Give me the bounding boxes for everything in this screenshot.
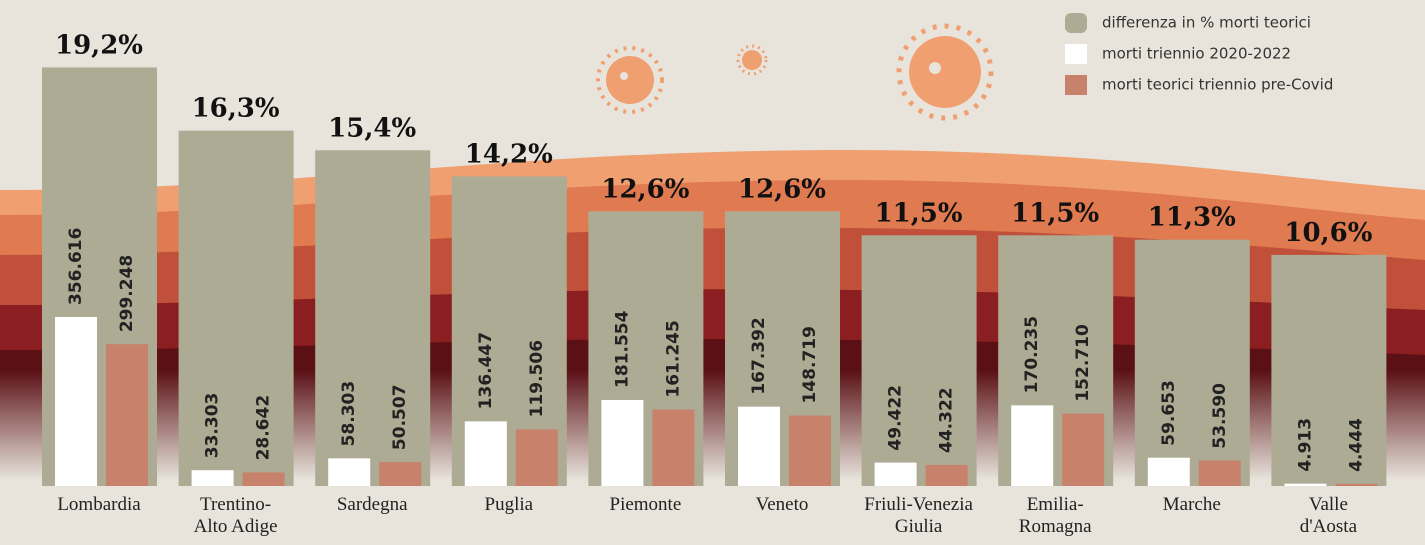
legend-label: morti teorici triennio pre-Covid — [1102, 76, 1333, 94]
deaths-bar — [379, 462, 421, 486]
deaths-bar — [1199, 461, 1241, 486]
deaths-bar — [926, 465, 968, 486]
percent-bar — [315, 150, 430, 486]
chart-canvas: 19,2% 356.616 299.248 16,3% 33.303 28.642 15,4… — [0, 0, 1425, 545]
legend: differenza in % morti teorici morti trien… — [1065, 13, 1333, 95]
deaths-label: 148.719 — [800, 326, 820, 403]
percent-bar — [1271, 255, 1386, 486]
category-label: Emilia- Romagna — [987, 494, 1123, 538]
category-label: Trentino- Alto Adige — [168, 494, 304, 538]
deaths-bar — [1284, 484, 1326, 486]
deaths-bar — [601, 400, 643, 486]
percent-bar — [862, 235, 977, 486]
percent-label: 11,3% — [1148, 203, 1236, 233]
deaths-bar — [1335, 484, 1377, 486]
deaths-bar — [652, 410, 694, 486]
deaths-bar — [192, 470, 234, 486]
deaths-bar — [738, 407, 780, 486]
deaths-label: 49.422 — [886, 385, 906, 451]
deaths-bar — [1148, 458, 1190, 486]
deaths-bar — [328, 458, 370, 486]
legend-marker — [1065, 75, 1087, 95]
deaths-bar — [516, 429, 558, 486]
chart: 19,2% 356.616 299.248 16,3% 33.303 28.642 15,4… — [0, 0, 1425, 545]
deaths-bar — [55, 317, 97, 486]
deaths-label: 181.554 — [612, 310, 632, 388]
percent-label: 19,2% — [55, 30, 143, 60]
deaths-bar — [106, 344, 148, 486]
percent-label: 15,4% — [328, 113, 416, 143]
deaths-bar — [1011, 405, 1053, 486]
percent-label: 12,6% — [738, 174, 826, 204]
category-label: Puglia — [441, 494, 577, 516]
legend-label: differenza in % morti teorici — [1102, 14, 1311, 32]
deaths-bar — [875, 463, 917, 486]
deaths-label: 299.248 — [117, 255, 137, 332]
deaths-label: 161.245 — [663, 320, 683, 397]
deaths-label: 356.616 — [66, 228, 86, 305]
deaths-label: 28.642 — [254, 395, 274, 461]
deaths-label: 50.507 — [390, 384, 410, 450]
percent-label: 11,5% — [1011, 198, 1099, 228]
deaths-label: 4.913 — [1295, 418, 1315, 472]
deaths-label: 33.303 — [203, 393, 223, 459]
deaths-label: 167.392 — [749, 317, 769, 394]
percent-bar — [179, 131, 294, 486]
category-label: Piemonte — [577, 494, 713, 516]
deaths-label: 152.710 — [1073, 324, 1093, 402]
category-label: Veneto — [714, 494, 850, 516]
deaths-label: 58.303 — [339, 381, 359, 447]
percent-label: 11,5% — [875, 198, 963, 228]
deaths-label: 44.322 — [937, 387, 957, 453]
legend-marker — [1065, 44, 1087, 64]
percent-label: 16,3% — [192, 94, 280, 124]
percent-bar — [1135, 240, 1250, 486]
deaths-label: 4.444 — [1346, 418, 1366, 472]
percent-label: 14,2% — [465, 139, 553, 169]
percent-label: 10,6% — [1284, 218, 1372, 248]
deaths-bar — [789, 416, 831, 486]
deaths-label: 170.235 — [1022, 316, 1042, 393]
deaths-label: 53.590 — [1210, 383, 1230, 449]
legend-marker — [1065, 13, 1087, 33]
legend-label: morti triennio 2020-2022 — [1102, 45, 1291, 63]
category-label: Valle d'Aosta — [1260, 494, 1396, 538]
percent-label: 12,6% — [601, 174, 689, 204]
deaths-label: 136.447 — [476, 332, 496, 409]
deaths-label: 119.506 — [527, 340, 547, 417]
deaths-label: 59.653 — [1159, 380, 1179, 446]
deaths-bar — [465, 421, 507, 486]
category-label: Sardegna — [304, 494, 440, 516]
deaths-bar — [1062, 414, 1104, 486]
category-label: Lombardia — [31, 494, 167, 516]
virus-icons — [598, 26, 991, 118]
category-label: Marche — [1124, 494, 1260, 516]
deaths-bar — [243, 472, 285, 486]
category-label: Friuli-Venezia Giulia — [851, 494, 987, 538]
